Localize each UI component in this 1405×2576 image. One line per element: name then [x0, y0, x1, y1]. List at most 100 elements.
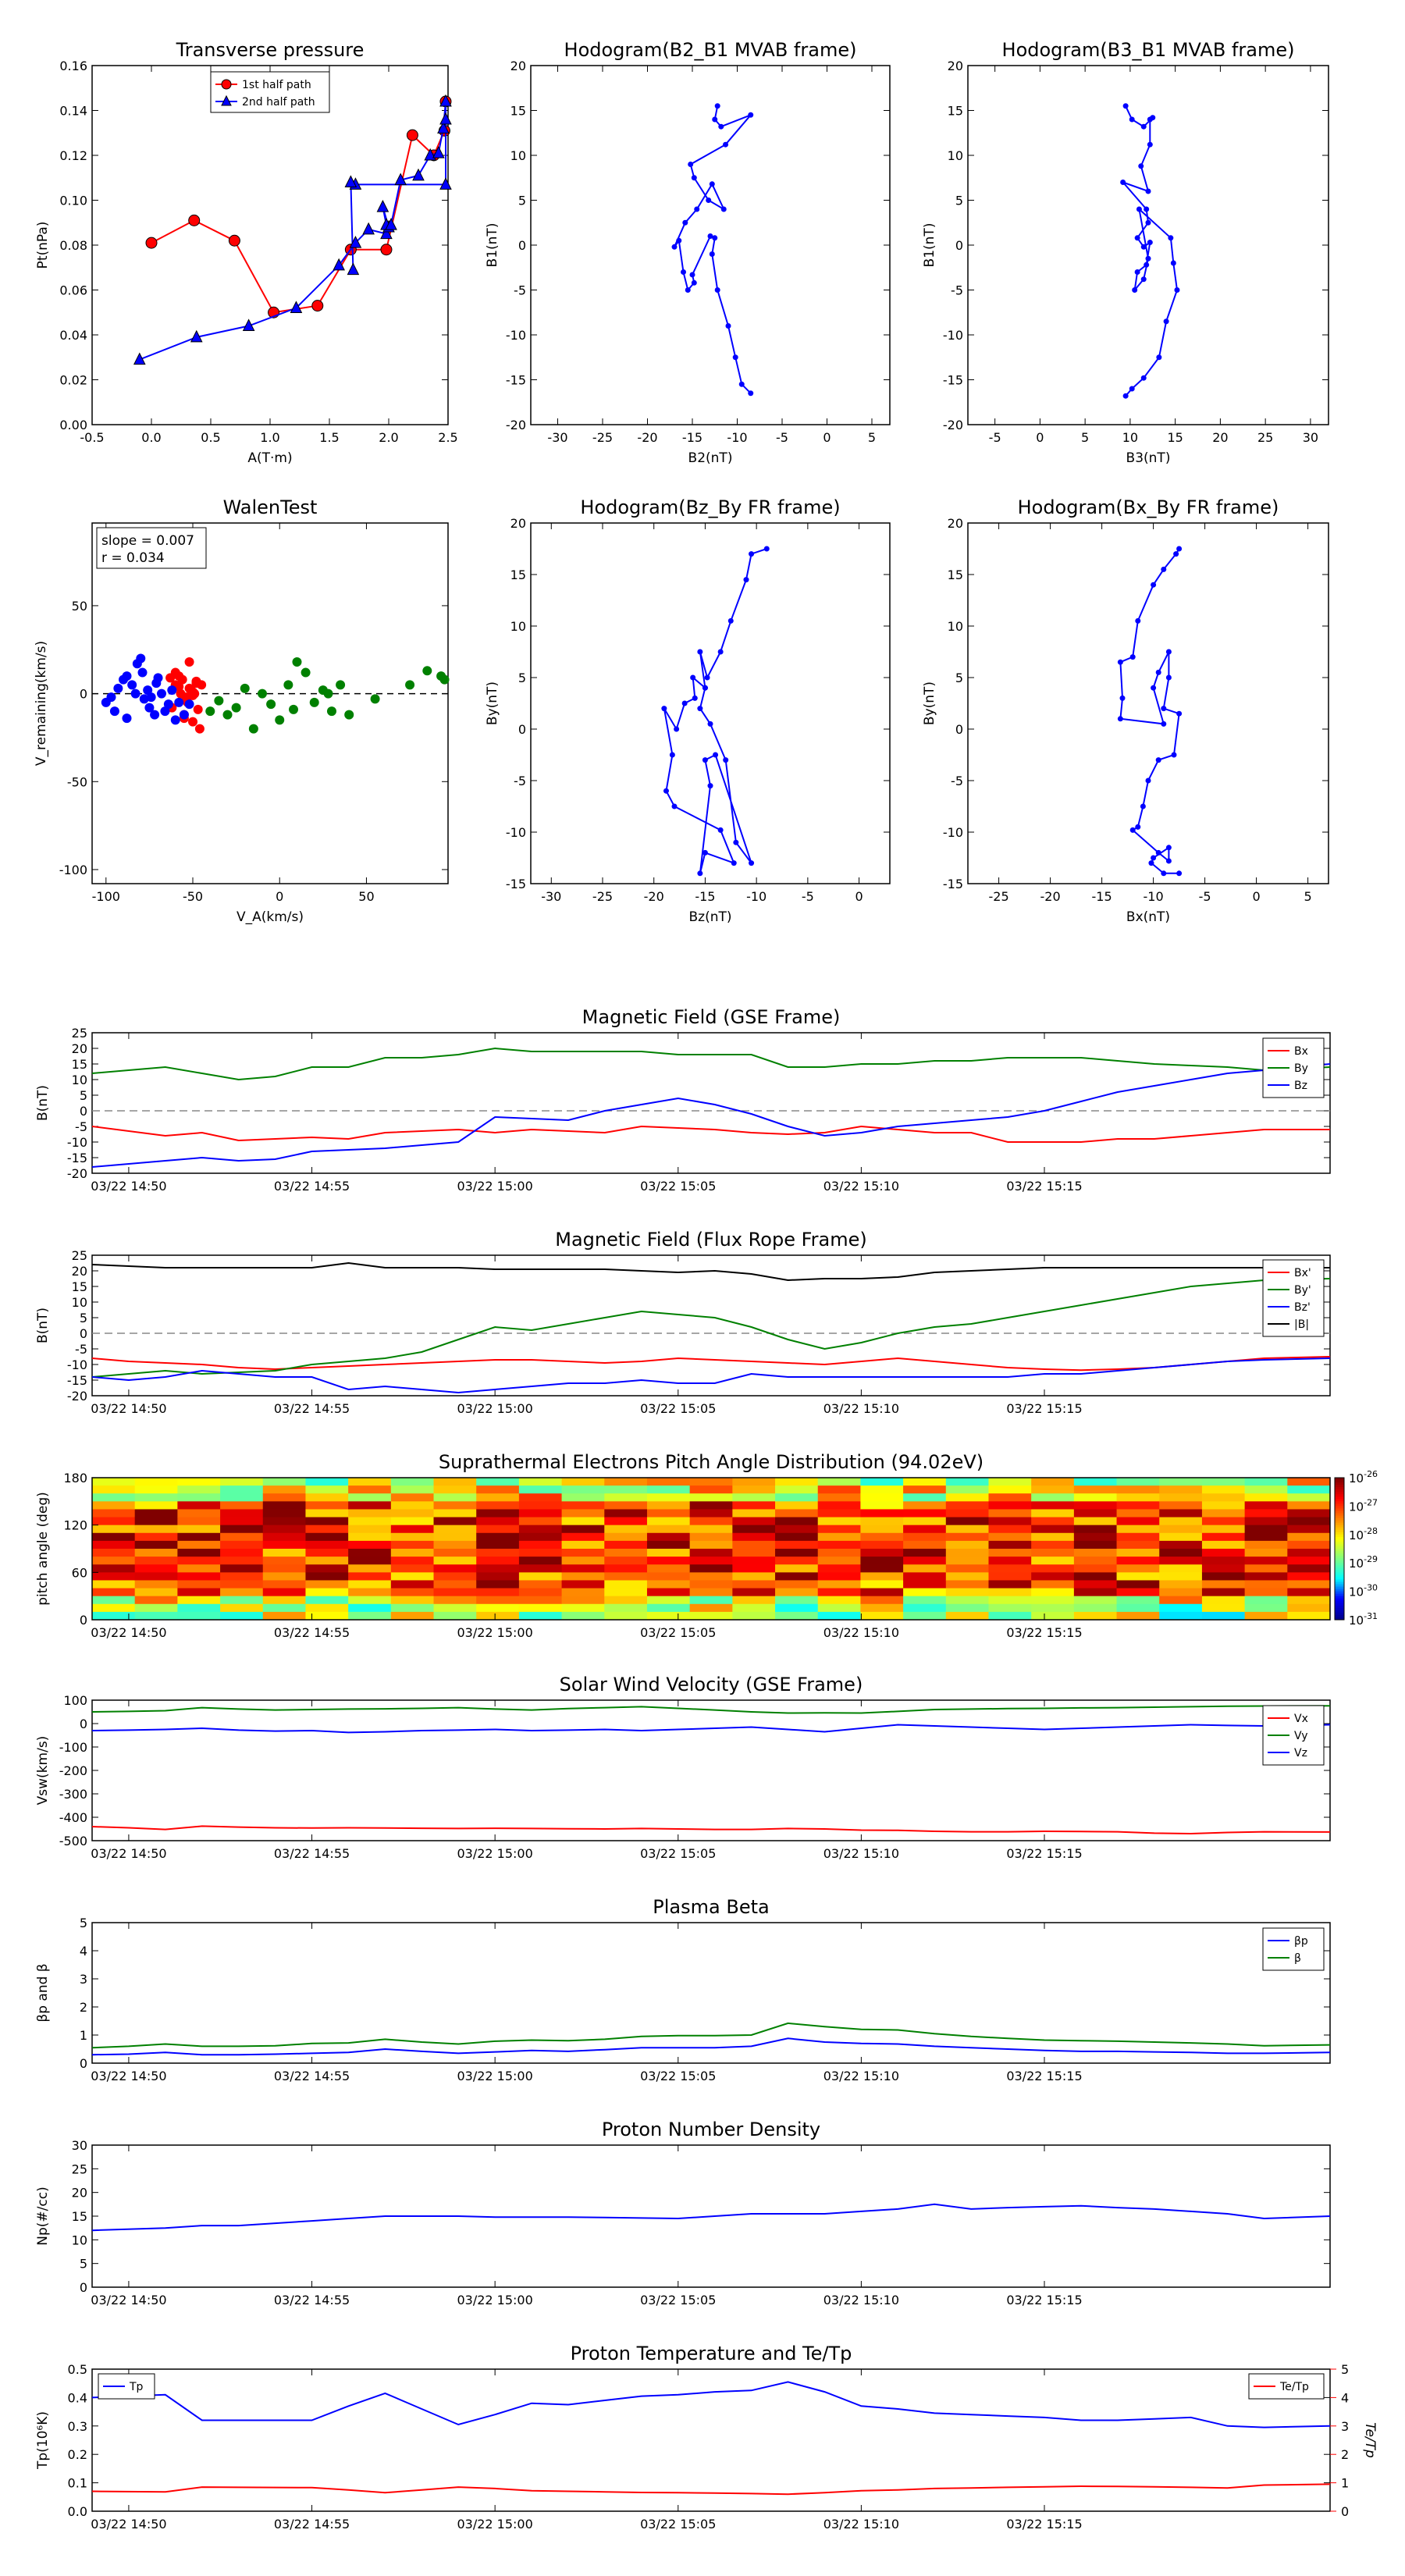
x-tick-label: 03/22 14:50 — [91, 2069, 166, 2083]
heatmap-cell — [262, 1603, 306, 1613]
colorbar-cell — [1335, 1553, 1344, 1557]
data-point — [127, 680, 137, 690]
heatmap-cell — [1031, 1557, 1075, 1565]
heatmap-cell — [433, 1532, 477, 1542]
heatmap-cell — [390, 1572, 435, 1581]
data-point — [748, 112, 754, 118]
colorbar-cell — [1335, 1522, 1344, 1526]
y-tick-label: 0.02 — [59, 373, 87, 388]
heatmap-cell — [134, 1485, 178, 1494]
data-point — [122, 713, 132, 724]
y-tick-label: 1 — [80, 2028, 87, 2043]
heatmap-cell — [305, 1509, 349, 1518]
x-tick-label: 03/22 15:00 — [457, 1179, 532, 1194]
y-tick-label: -300 — [59, 1787, 87, 1802]
heatmap-cell — [305, 1557, 349, 1565]
x-tick-label: 03/22 14:55 — [274, 2293, 350, 2307]
heatmap-cell — [390, 1580, 435, 1589]
heatmap-cell — [775, 1532, 819, 1542]
heatmap-cell — [262, 1557, 306, 1565]
y-tick-label: 25 — [72, 2161, 87, 2176]
heatmap-cell — [433, 1557, 477, 1565]
data-point — [439, 674, 450, 685]
heatmap-cell — [92, 1540, 136, 1550]
heatmap-cell — [1116, 1580, 1160, 1589]
heatmap-cell — [305, 1540, 349, 1550]
heatmap-cell — [305, 1485, 349, 1494]
x-tick-label: -25 — [592, 889, 613, 904]
heatmap-cell — [817, 1549, 861, 1557]
heatmap-cell — [561, 1532, 605, 1542]
y-tick-label: 0.5 — [68, 2362, 87, 2377]
heatmap-cell — [305, 1525, 349, 1534]
plot-frame — [967, 522, 1329, 884]
colorbar-exponent: -26 — [1364, 1469, 1378, 1479]
data-point — [1170, 260, 1176, 266]
heatmap-cell — [945, 1596, 989, 1605]
y-tick-label: -400 — [59, 1810, 87, 1825]
heatmap-cell — [305, 1596, 349, 1605]
data-point — [266, 699, 276, 710]
heatmap-cell — [177, 1493, 221, 1502]
data-point — [707, 720, 713, 727]
x-tick-label: 0 — [823, 430, 831, 445]
heatmap-cell — [1201, 1611, 1246, 1621]
heatmap-cell — [518, 1478, 563, 1486]
data-point — [248, 724, 258, 734]
heatmap-cell — [1287, 1493, 1331, 1502]
series-line-1 — [91, 2483, 1331, 2496]
heatmap-cell — [1116, 1588, 1160, 1597]
legend-marker — [221, 94, 232, 106]
heatmap-cell — [1287, 1525, 1331, 1534]
colorbar-cell — [1335, 1598, 1344, 1602]
heatmap-cell — [220, 1485, 264, 1494]
data-point — [1155, 757, 1161, 763]
data-point — [1117, 716, 1123, 722]
y-tick-label: 15 — [510, 568, 526, 582]
heatmap-cell — [1159, 1517, 1203, 1526]
data-point — [1151, 855, 1157, 861]
heatmap-cell — [604, 1580, 648, 1589]
heatmap-cell — [689, 1557, 733, 1565]
heatmap-cell — [945, 1540, 989, 1550]
heatmap-cell — [903, 1572, 947, 1581]
data-point — [347, 262, 360, 276]
heatmap-cell — [646, 1611, 691, 1621]
y-tick-label: 0.0 — [68, 2504, 87, 2519]
heatmap-cell — [1031, 1485, 1075, 1494]
x-tick-label: 03/22 15:15 — [1006, 1179, 1082, 1194]
annotation-text: slope = 0.007 — [101, 533, 194, 549]
heatmap-cell — [220, 1509, 264, 1518]
x-tick-label: 03/22 14:55 — [274, 2517, 350, 2532]
heatmap-cell — [561, 1611, 605, 1621]
data-point — [685, 287, 691, 293]
heatmap-cell — [348, 1517, 392, 1526]
heatmap-cell — [390, 1501, 435, 1510]
heatmap-cell — [689, 1501, 733, 1510]
heatmap-cell — [561, 1493, 605, 1502]
heatmap-cell — [817, 1540, 861, 1550]
heatmap-cell — [348, 1572, 392, 1581]
heatmap-cell — [775, 1564, 819, 1573]
heatmap-cell — [433, 1525, 477, 1534]
heatmap-cell — [732, 1485, 776, 1494]
data-point — [1163, 318, 1169, 325]
y-tick-label: 0.1 — [68, 2476, 87, 2491]
heatmap-cell — [689, 1478, 733, 1486]
y-tick-label: 180 — [63, 1471, 87, 1485]
colorbar-cell — [1335, 1480, 1344, 1483]
data-point — [732, 354, 738, 361]
x-tick-label: -10 — [727, 430, 747, 445]
heatmap-cell — [988, 1549, 1032, 1557]
data-point — [205, 706, 215, 717]
heatmap-cell — [348, 1596, 392, 1605]
colorbar-cell — [1335, 1508, 1344, 1511]
heatmap-cell — [945, 1509, 989, 1518]
y-tick-label: 20 — [510, 59, 526, 73]
heatmap-cell — [775, 1596, 819, 1605]
heatmap-cell — [1116, 1611, 1160, 1621]
heatmap-cell — [262, 1572, 306, 1581]
heatmap-cell — [988, 1588, 1032, 1597]
heatmap-cell — [604, 1525, 648, 1534]
data-point — [676, 237, 682, 244]
